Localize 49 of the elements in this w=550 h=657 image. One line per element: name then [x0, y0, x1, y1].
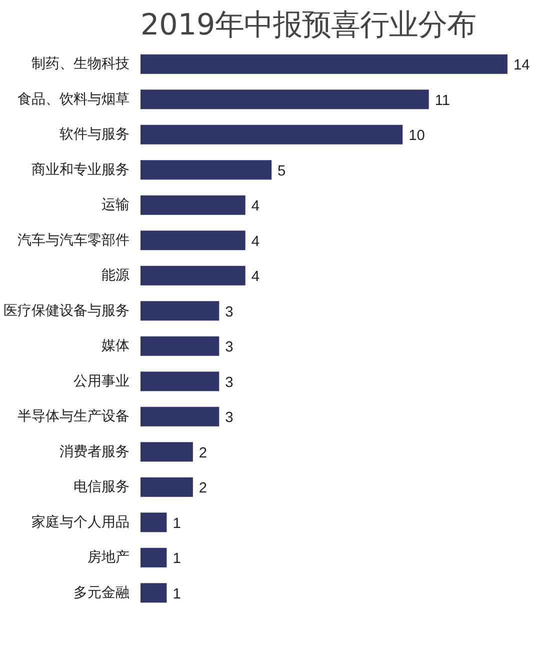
y-tick-label: 半导体与生产设备 — [18, 408, 130, 425]
data-label: 4 — [251, 269, 260, 286]
bar — [140, 266, 246, 286]
data-label: 2 — [198, 480, 208, 497]
bar — [140, 195, 246, 215]
y-tick-label: 房地产 — [88, 550, 130, 566]
y-tick-label: 公用事业 — [74, 373, 130, 390]
y-tick-label: 电信服务 — [74, 479, 130, 496]
bar — [140, 301, 220, 321]
y-tick-label: 家庭与个人用品 — [32, 514, 130, 530]
data-label: 2 — [198, 445, 208, 462]
bar — [140, 54, 508, 74]
bar — [140, 477, 193, 497]
bar — [140, 372, 220, 392]
bar — [140, 90, 429, 110]
bar — [140, 583, 167, 603]
data-label: 5 — [278, 163, 286, 180]
data-label: 11 — [434, 92, 450, 109]
data-label: 3 — [225, 304, 234, 320]
data-label: 3 — [225, 410, 234, 426]
bar — [140, 406, 220, 426]
y-tick-label: 媒体 — [102, 338, 130, 354]
bar — [140, 230, 246, 250]
y-tick-label: 多元金融 — [74, 584, 130, 601]
data-label: 10 — [408, 128, 425, 144]
y-tick-label: 软件与服务 — [60, 126, 130, 143]
chart-title: 2019年中报预喜行业分布 — [140, 8, 476, 42]
bar — [140, 160, 272, 180]
data-label: 1 — [172, 586, 181, 602]
y-tick-label: 商业和专业服务 — [32, 162, 130, 178]
y-tick-label: 汽车与汽车零部件 — [18, 232, 130, 248]
data-label: 1 — [172, 551, 181, 568]
y-tick-label: 能源 — [102, 268, 130, 284]
y-tick-label: 制药、生物科技 — [32, 56, 130, 72]
data-label: 3 — [225, 374, 234, 391]
bar — [140, 336, 220, 356]
bar — [140, 548, 167, 568]
data-label: 1 — [172, 516, 181, 532]
data-label: 4 — [251, 234, 260, 250]
bar — [140, 512, 167, 532]
bar — [140, 124, 403, 144]
data-label: 14 — [513, 58, 530, 74]
data-label: 3 — [225, 340, 234, 356]
bar — [140, 442, 193, 462]
data-label: 4 — [251, 198, 260, 215]
y-tick-label: 运输 — [102, 197, 130, 214]
y-tick-label: 食品、饮料与烟草 — [18, 91, 130, 108]
y-tick-label: 医疗保健设备与服务 — [4, 302, 130, 319]
y-tick-label: 消费者服务 — [60, 444, 130, 460]
